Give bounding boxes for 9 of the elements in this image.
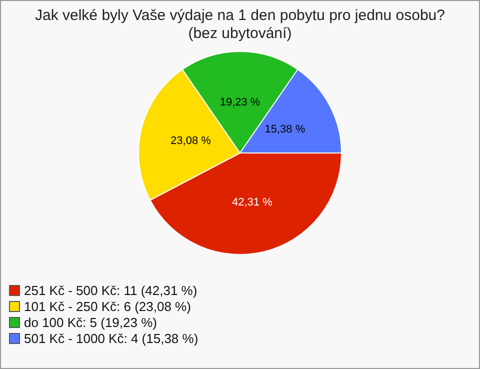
legend-label: 501 Kč - 1000 Kč: 4 (15,38 %) (24, 330, 198, 346)
legend-label: 251 Kč - 500 Kč: 11 (42,31 %) (24, 282, 198, 298)
data-label: 15,38 % (264, 123, 306, 136)
legend-label: do 100 Kč: 5 (19,23 %) (24, 314, 157, 330)
data-label: 42,31 % (232, 196, 273, 208)
legend-label: 101 Kč - 250 Kč: 6 (23,08 %) (24, 298, 191, 314)
chart-title: Jak velké byly Vaše výdaje na 1 den pobytu pro jednu osobu? (bez ubytování) (34, 6, 446, 43)
data-label: 23,08 % (170, 134, 212, 147)
data-label: 19,23 % (220, 96, 260, 108)
